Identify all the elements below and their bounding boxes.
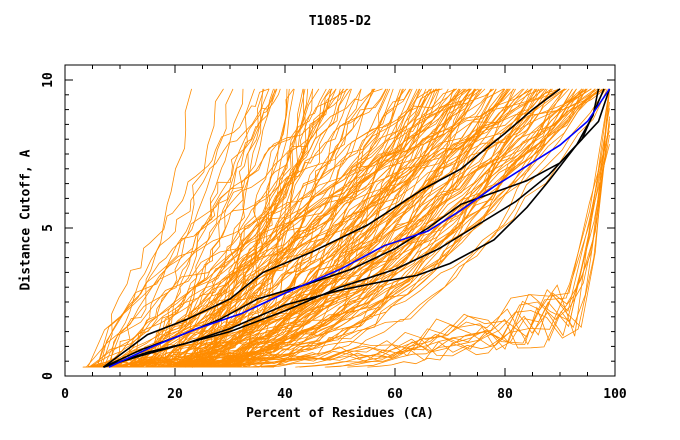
model-curve (175, 88, 344, 368)
model-curve (218, 88, 565, 368)
model-curve (160, 88, 532, 368)
model-curve (190, 88, 545, 368)
highlight-curves (103, 88, 611, 368)
model-curve (104, 88, 224, 368)
model-curve (141, 88, 404, 368)
x-tick-label: 20 (167, 387, 183, 402)
y-tick-label: 5 (41, 224, 56, 232)
reference-curve (108, 88, 611, 368)
model-curve (87, 88, 552, 368)
model-curve (133, 88, 413, 368)
model-curve (216, 88, 577, 368)
model-curve (96, 88, 345, 368)
model-curve (152, 88, 486, 368)
highlight-curve-1 (103, 88, 561, 368)
model-curve (198, 88, 383, 368)
model-curve (326, 88, 610, 368)
model-curve (99, 88, 349, 368)
y-tick-label: 0 (41, 372, 56, 380)
model-curve (169, 88, 276, 368)
model-curve (214, 123, 610, 368)
model-curve (135, 88, 493, 368)
model-curve (142, 88, 543, 368)
model-curve (162, 88, 281, 368)
model-curve (210, 88, 610, 368)
model-curve (88, 88, 482, 368)
model-curve (93, 88, 480, 368)
x-axis-label: Percent of Residues (CA) (246, 406, 434, 421)
model-curve (100, 88, 270, 368)
model-curve (169, 88, 475, 368)
y-tick-label: 10 (41, 72, 56, 88)
x-tick-label: 80 (497, 387, 513, 402)
x-tick-label: 40 (277, 387, 293, 402)
x-tick-label: 100 (603, 387, 627, 402)
model-curve (101, 88, 270, 368)
model-curves (82, 88, 610, 369)
model-curve (208, 88, 313, 368)
model-curve (92, 88, 587, 368)
model-curve (172, 88, 333, 368)
model-curve (187, 88, 573, 368)
model-curve (295, 116, 610, 368)
model-curve (203, 88, 584, 368)
x-tick-label: 0 (61, 387, 69, 402)
model-curve (170, 88, 601, 368)
model-curve (127, 88, 511, 368)
model-curve (214, 88, 389, 368)
model-curve (179, 88, 525, 368)
model-curve (144, 88, 362, 368)
model-curve (210, 88, 529, 368)
model-curve (175, 88, 295, 368)
axis-ticks: 0 20 40 60 80 100 0 5 10 (41, 65, 627, 402)
model-curve (367, 122, 610, 368)
model-curve (95, 88, 433, 368)
x-tick-label: 60 (387, 387, 403, 402)
model-curve (173, 88, 492, 368)
model-curve (260, 108, 610, 368)
model-curve (93, 88, 375, 368)
model-curve (88, 88, 438, 368)
model-curve (206, 88, 294, 368)
model-curve (140, 88, 461, 368)
model-curve (93, 88, 192, 368)
model-curve (199, 88, 506, 368)
model-curve (149, 88, 461, 368)
model-curve (167, 88, 327, 368)
model-curve (106, 88, 376, 368)
model-curve (176, 144, 610, 368)
model-curve (124, 88, 351, 368)
model-curve (109, 88, 278, 368)
chart-title: T1085-D2 (308, 14, 372, 29)
model-curve (125, 88, 545, 368)
model-curve (218, 88, 603, 368)
model-curve (122, 88, 592, 368)
model-curve (171, 88, 306, 368)
model-curve (89, 88, 471, 368)
model-curve (85, 88, 605, 368)
model-curve (146, 88, 443, 368)
model-curve (103, 88, 587, 368)
model-curve (299, 134, 610, 368)
highlight-curve-4 (103, 88, 600, 368)
model-curve (90, 88, 332, 368)
model-curve (171, 88, 362, 368)
model-curve (119, 88, 412, 368)
model-curve (211, 88, 607, 368)
